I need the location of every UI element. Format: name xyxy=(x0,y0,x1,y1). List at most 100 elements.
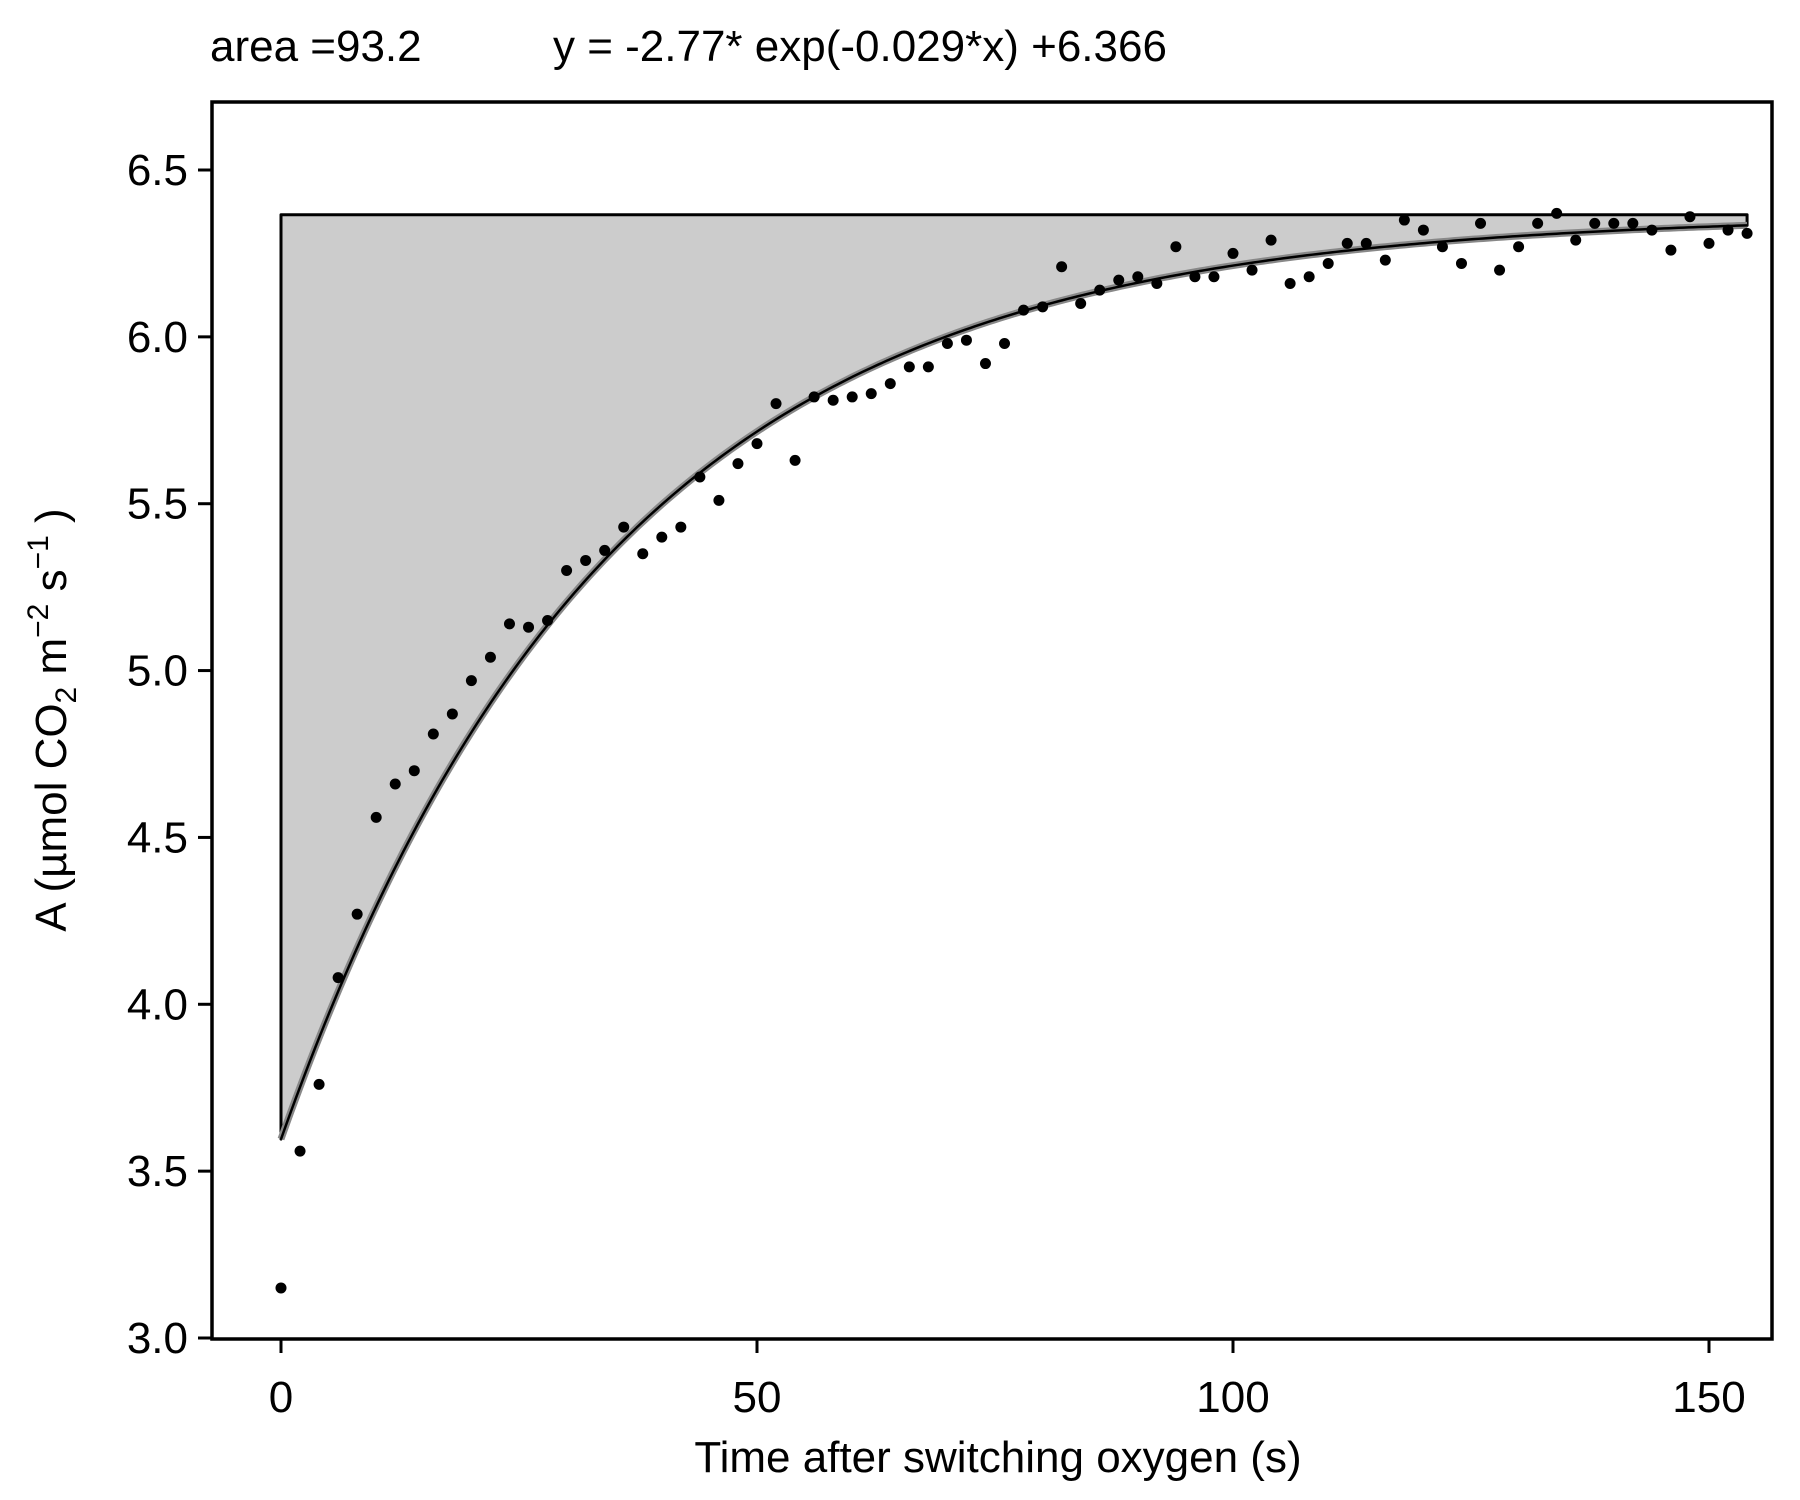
data-point xyxy=(979,358,991,370)
y-tick-label: 5.0 xyxy=(127,647,188,696)
data-point xyxy=(618,521,630,533)
data-point xyxy=(1189,271,1201,283)
area-annotation: area =93.2 xyxy=(210,22,422,71)
data-point xyxy=(313,1078,325,1090)
data-point xyxy=(1094,284,1106,296)
area-under-asymptote xyxy=(279,213,1749,1141)
data-point xyxy=(1475,217,1487,229)
y-tick-label: 3.5 xyxy=(127,1147,188,1196)
data-point xyxy=(1341,237,1353,249)
x-tick-label: 0 xyxy=(269,1373,293,1422)
data-point xyxy=(1741,227,1753,239)
data-point xyxy=(1627,217,1639,229)
data-point xyxy=(903,361,915,373)
data-point xyxy=(694,471,706,483)
data-point xyxy=(1608,217,1620,229)
data-point xyxy=(1494,264,1506,276)
data-point xyxy=(1722,224,1734,236)
data-point xyxy=(1551,207,1563,219)
x-tick-label: 100 xyxy=(1196,1373,1269,1422)
data-point xyxy=(1398,214,1410,226)
data-point xyxy=(561,564,573,576)
x-axis-label: Time after switching oxygen (s) xyxy=(694,1433,1301,1482)
data-point xyxy=(1075,297,1087,309)
data-point xyxy=(1646,224,1658,236)
data-point xyxy=(351,908,363,920)
data-point xyxy=(1246,264,1258,276)
data-point xyxy=(446,708,458,720)
data-point xyxy=(827,394,839,406)
data-point xyxy=(389,778,401,790)
data-point xyxy=(1303,271,1315,283)
y-axis-label: A (µmol CO2 m−2 s−1 ) xyxy=(22,508,83,931)
data-point xyxy=(1703,237,1715,249)
data-point xyxy=(1151,277,1163,289)
y-tick-label: 6.5 xyxy=(127,146,188,195)
data-point xyxy=(1570,234,1582,246)
data-point xyxy=(1360,237,1372,249)
data-point xyxy=(922,361,934,373)
data-point xyxy=(408,765,420,777)
data-point xyxy=(427,728,439,740)
data-point xyxy=(808,391,820,403)
plot-frame xyxy=(210,100,1774,1341)
x-tick-label: 50 xyxy=(733,1373,782,1422)
data-point xyxy=(1208,271,1220,283)
data-point xyxy=(675,521,687,533)
data-point xyxy=(1379,254,1391,266)
data-point xyxy=(999,338,1011,350)
fit-line xyxy=(279,224,1748,1140)
data-point xyxy=(523,621,535,633)
data-point xyxy=(1037,301,1049,313)
y-axis: 3.0 3.5 4.0 4.5 5.0 5.5 6.0 6.5 xyxy=(127,146,212,1363)
data-point xyxy=(580,554,592,566)
y-tick-label: 3.0 xyxy=(127,1314,188,1363)
data-point xyxy=(503,618,515,630)
data-point xyxy=(1322,257,1334,269)
data-point xyxy=(1284,277,1296,289)
data-point xyxy=(770,398,782,410)
data-point xyxy=(484,651,496,663)
data-point xyxy=(1170,241,1182,253)
data-point xyxy=(884,378,896,390)
x-tick-label: 150 xyxy=(1672,1373,1745,1422)
data-point xyxy=(751,438,763,450)
data-point xyxy=(1132,271,1144,283)
data-point xyxy=(1417,224,1429,236)
y-tick-label: 4.0 xyxy=(127,980,188,1029)
data-point xyxy=(1532,217,1544,229)
data-point xyxy=(713,494,725,506)
data-point xyxy=(542,615,554,627)
data-point xyxy=(1056,261,1068,273)
data-point xyxy=(332,972,344,984)
y-tick-label: 4.5 xyxy=(127,813,188,862)
data-point xyxy=(275,1282,287,1294)
data-point xyxy=(1227,247,1239,259)
data-point xyxy=(732,458,744,470)
y-tick-label: 6.0 xyxy=(127,313,188,362)
y-tick-label: 5.5 xyxy=(127,480,188,529)
data-point xyxy=(599,544,611,556)
data-point xyxy=(370,811,382,823)
data-point xyxy=(1455,257,1467,269)
data-point xyxy=(1265,234,1277,246)
data-point xyxy=(1018,304,1030,316)
data-point xyxy=(1589,217,1601,229)
data-point xyxy=(1113,274,1125,286)
data-point xyxy=(656,531,668,543)
x-axis: 0 50 100 150 xyxy=(269,1339,1746,1422)
data-points xyxy=(275,207,1753,1294)
data-point xyxy=(941,338,953,350)
data-point xyxy=(1684,211,1696,223)
data-point xyxy=(465,675,477,687)
plot-area xyxy=(275,207,1753,1294)
data-point xyxy=(1665,244,1677,256)
data-point xyxy=(865,388,877,400)
data-point xyxy=(637,548,649,560)
data-point xyxy=(960,334,972,346)
equation-annotation: y = -2.77* exp(-0.029*x) +6.366 xyxy=(553,22,1167,71)
data-point xyxy=(1436,241,1448,253)
data-point xyxy=(846,391,858,403)
data-point xyxy=(1513,241,1525,253)
